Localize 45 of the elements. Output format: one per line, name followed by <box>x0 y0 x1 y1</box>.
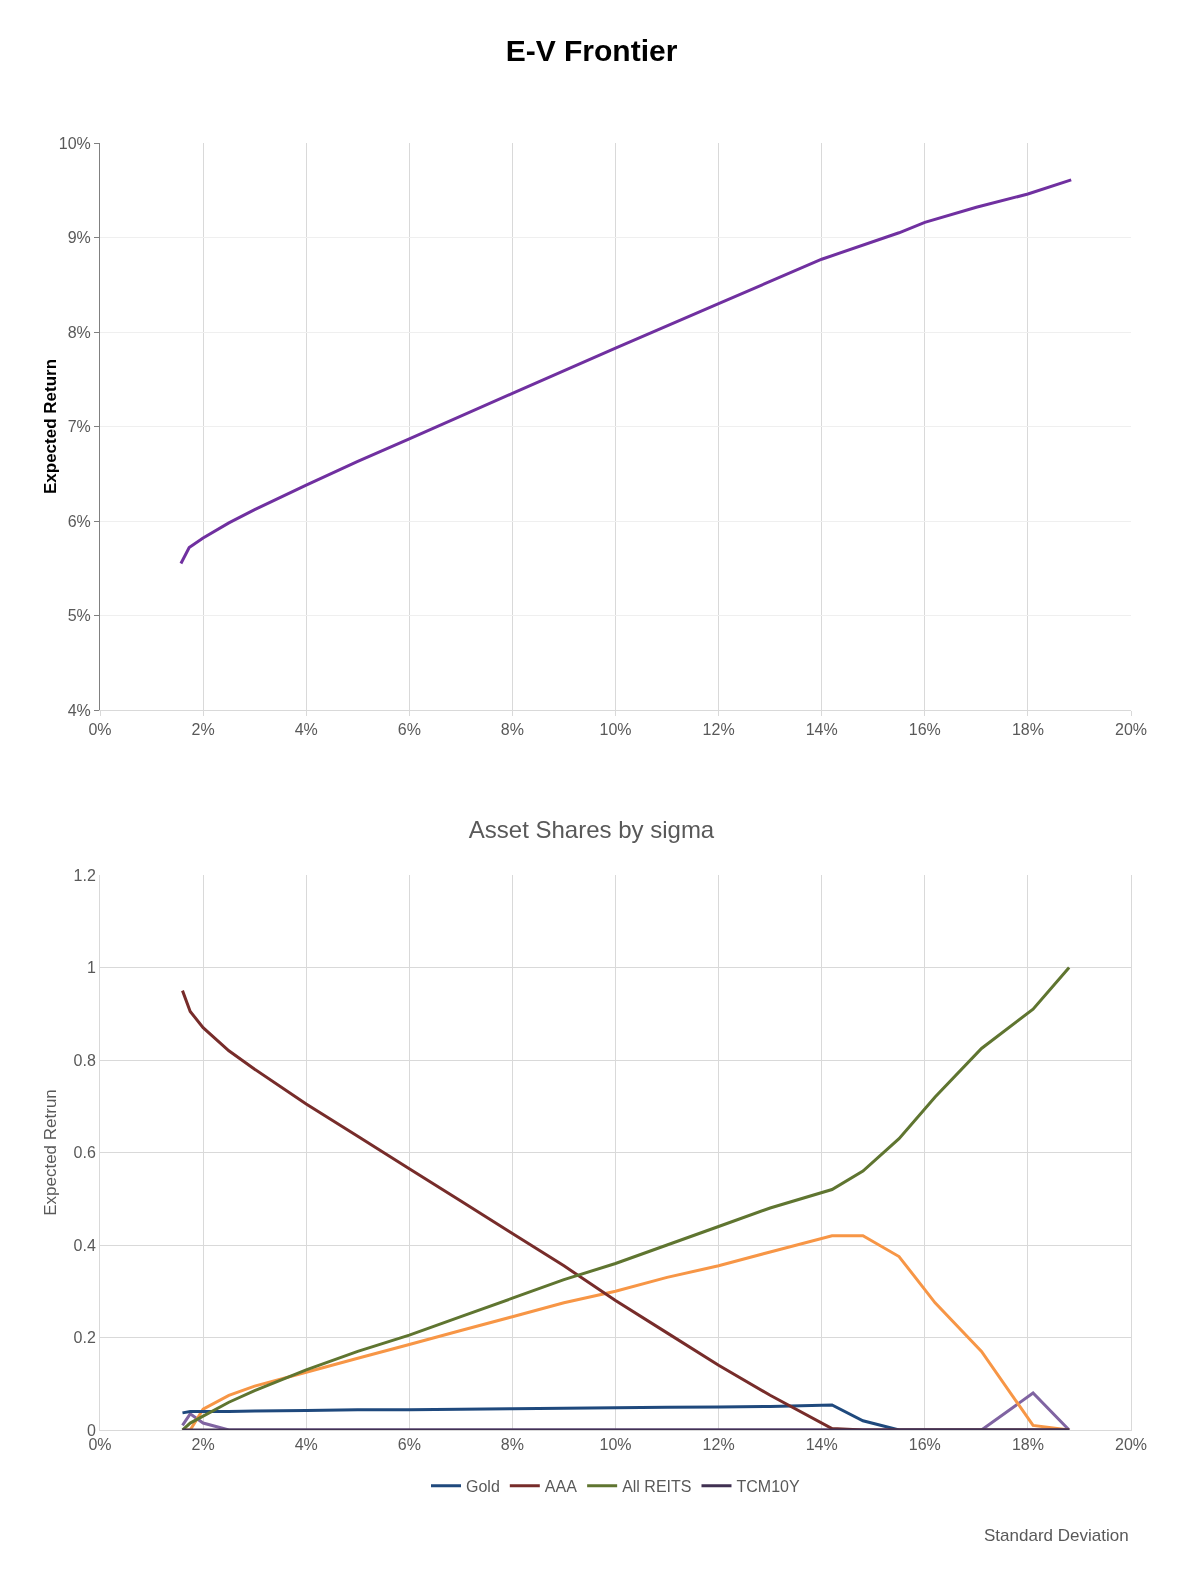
x-axis-title: Standard Deviation <box>984 1526 1129 1545</box>
y-tick-label: 1.2 <box>73 866 96 884</box>
legend-label: Gold <box>466 1477 500 1495</box>
x-tick-label: 8% <box>500 721 524 739</box>
y-tick-label: 8% <box>67 323 91 341</box>
y-tick-label: 7% <box>67 418 91 436</box>
x-tick-label: 6% <box>397 1436 421 1454</box>
chart-title: Asset Shares by sigma <box>468 816 715 844</box>
y-tick-label: 4% <box>67 701 91 719</box>
x-tick-label: 18% <box>1011 1436 1044 1454</box>
y-tick-label: 9% <box>67 229 91 247</box>
y-tick-label: 5% <box>67 607 91 625</box>
y-tick-label: 6% <box>67 512 91 530</box>
y-tick-label: 0.8 <box>73 1051 96 1069</box>
legend-label: All REITS <box>622 1477 692 1495</box>
x-tick-label: 6% <box>397 721 421 739</box>
x-tick-label: 2% <box>191 1436 215 1454</box>
y-axis-title: Expected Retrun <box>41 1089 60 1216</box>
x-tick-label: 18% <box>1011 721 1044 739</box>
legend-label: AAA <box>544 1477 578 1495</box>
y-tick-label: 1 <box>86 959 96 977</box>
x-tick-label: 2% <box>191 721 215 739</box>
x-tick-label: 4% <box>294 721 318 739</box>
x-tick-label: 12% <box>702 721 735 739</box>
y-tick-label: 0.4 <box>73 1236 96 1254</box>
y-axis-title: Expected Return <box>41 358 60 495</box>
x-tick-label: 20% <box>1114 721 1148 739</box>
x-tick-label: 4% <box>294 1436 318 1454</box>
x-tick-label: 14% <box>805 1436 838 1454</box>
x-tick-label: 0% <box>88 1436 112 1454</box>
x-tick-label: 8% <box>500 1436 524 1454</box>
x-tick-label: 20% <box>1114 1436 1148 1454</box>
legend-label: TCM10Y <box>736 1477 800 1495</box>
x-tick-label: 16% <box>908 1436 941 1454</box>
x-tick-label: 14% <box>805 721 838 739</box>
y-tick-label: 0 <box>86 1421 96 1439</box>
y-tick-label: 0.6 <box>73 1144 96 1162</box>
x-tick-label: 10% <box>599 721 632 739</box>
y-tick-label: 0.2 <box>73 1329 96 1347</box>
x-tick-label: 16% <box>908 721 941 739</box>
x-tick-label: 10% <box>599 1436 632 1454</box>
chart-title: E-V Frontier <box>505 33 678 67</box>
y-tick-label: 10% <box>58 134 91 152</box>
x-tick-label: 0% <box>88 721 112 739</box>
x-tick-label: 12% <box>702 1436 735 1454</box>
